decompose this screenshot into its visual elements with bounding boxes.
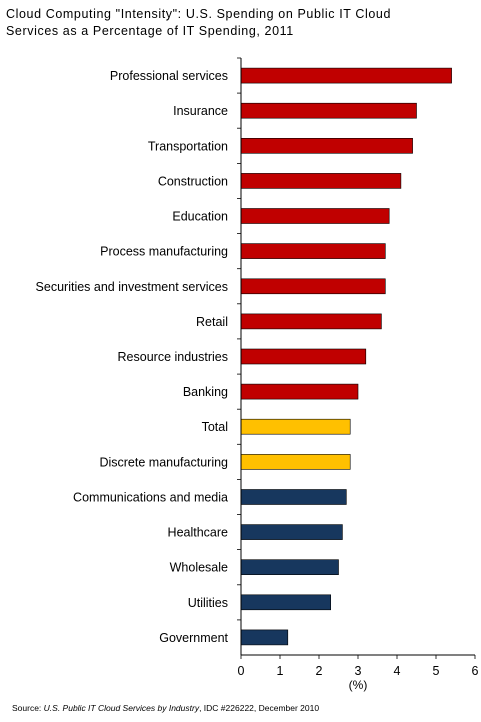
category-label: Utilities (188, 596, 228, 610)
bar-healthcare (240, 524, 343, 540)
x-tick-label: 0 (238, 664, 245, 678)
bar-resource-industries (240, 348, 367, 365)
x-tick-label: 2 (316, 664, 323, 678)
category-label: Education (172, 210, 228, 224)
category-label: Discrete manufacturing (99, 455, 228, 469)
bar-chart: Professional services Insurance Transporta… (36, 57, 479, 692)
category-label: Securities and investment services (36, 280, 228, 294)
category-label: Construction (158, 174, 228, 188)
x-tick-label: 6 (472, 664, 479, 678)
category-label: Transportation (148, 139, 228, 153)
category-label: Insurance (173, 104, 228, 118)
axes-group: 0 1 2 3 4 5 6 (237, 57, 479, 678)
bar-education (240, 208, 390, 224)
category-label: Resource industries (118, 350, 228, 364)
x-tick-label: 3 (355, 664, 362, 678)
category-label: Wholesale (170, 561, 228, 575)
x-tick-label: 4 (394, 664, 401, 678)
x-tick-label: 1 (277, 664, 284, 678)
bars-group (240, 67, 452, 646)
chart-title-line-2: Services as a Percentage of IT Spending,… (6, 24, 294, 38)
bar-banking (240, 383, 359, 400)
bar-insurance (240, 102, 417, 119)
category-label: Communications and media (73, 491, 228, 505)
source-note: Source: U.S. Public IT Cloud Services by… (12, 703, 319, 713)
bar-process-manufacturing (240, 243, 386, 259)
category-label: Government (159, 631, 228, 645)
category-labels: Professional services Insurance Transporta… (36, 69, 229, 645)
category-label: Total (202, 420, 228, 434)
bar-total (240, 418, 351, 435)
x-axis-title: (%) (349, 678, 368, 692)
chart-title: Cloud Computing "Intensity": U.S. Spendi… (6, 6, 476, 40)
bar-wholesale (240, 559, 339, 576)
bar-utilities (240, 594, 331, 611)
x-tick-label: 5 (433, 664, 440, 678)
bar-professional-services (240, 67, 452, 84)
source-title: U.S. Public IT Cloud Services by Industr… (43, 703, 200, 713)
bar-construction (240, 173, 402, 189)
bar-communications-and-media (240, 489, 347, 505)
category-label: Professional services (110, 69, 228, 83)
source-prefix: Source: (12, 703, 44, 713)
category-label: Banking (183, 385, 228, 399)
category-label: Retail (196, 315, 228, 329)
bar-discrete-manufacturing (240, 454, 351, 470)
bar-retail (240, 313, 382, 330)
bar-securities-and-investment-services (240, 278, 386, 295)
bar-government (240, 629, 289, 646)
source-suffix: , IDC #226222, December 2010 (199, 703, 320, 713)
bar-transportation (240, 138, 413, 154)
chart-title-line-1: Cloud Computing "Intensity": U.S. Spendi… (6, 7, 392, 21)
category-label: Process manufacturing (100, 245, 228, 259)
category-label: Healthcare (168, 526, 228, 540)
